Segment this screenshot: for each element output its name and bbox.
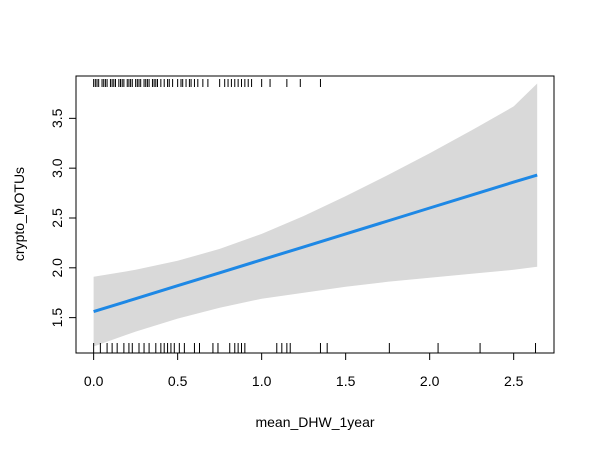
x-axis-label: mean_DHW_1year — [255, 414, 374, 430]
y-tick-label: 2.5 — [49, 208, 65, 228]
y-tick-label: 2.0 — [49, 258, 65, 278]
y-tick-label: 3.0 — [49, 158, 65, 178]
rug-top — [93, 79, 321, 87]
x-tick-label: 0.5 — [168, 373, 188, 389]
plot-frame — [75, 75, 555, 354]
y-axis: 1.5 2.0 2.5 3.0 3.5 — [49, 108, 76, 327]
x-tick-label: 1.5 — [336, 373, 356, 389]
y-axis-label: crypto_MOTUs — [11, 167, 27, 261]
confidence-band — [93, 83, 538, 347]
y-tick-label: 3.5 — [49, 108, 65, 128]
y-tick-label: 1.5 — [49, 308, 65, 328]
x-tick-label: 1.0 — [252, 373, 272, 389]
x-tick-label: 2.5 — [504, 373, 524, 389]
x-tick-label: 0.0 — [84, 373, 104, 389]
rug-bottom — [93, 343, 537, 353]
x-tick-label: 2.0 — [420, 373, 440, 389]
x-axis: 0.0 0.5 1.0 1.5 2.0 2.5 — [84, 353, 524, 389]
fit-line — [93, 173, 538, 314]
